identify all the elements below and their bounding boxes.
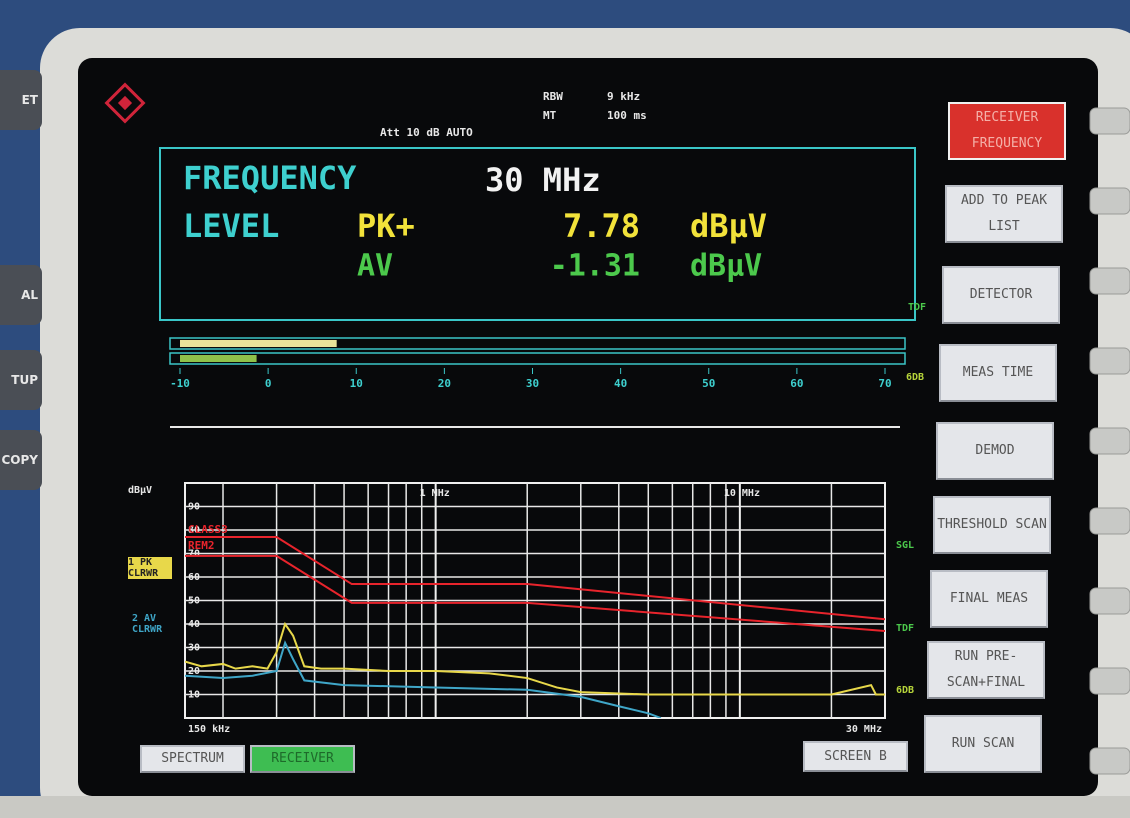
- bottom-button[interactable]: SPECTRUM: [140, 745, 245, 773]
- softkey[interactable]: THRESHOLD SCAN: [933, 496, 1051, 554]
- limit-label: CLASS3: [188, 523, 228, 536]
- bar-tick-label: -10: [170, 377, 190, 390]
- mt-label: MT: [543, 109, 557, 122]
- bar-tick-label: 60: [790, 377, 803, 390]
- bar-tick-label: 20: [438, 377, 451, 390]
- y-tick-label: 90: [188, 502, 200, 513]
- x-tick-label: 150 kHz: [188, 724, 230, 735]
- softkey[interactable]: DETECTOR: [942, 266, 1060, 324]
- bar-tick-label: 0: [265, 377, 272, 390]
- limit-label: REM2: [188, 539, 215, 552]
- hardkey[interactable]: COPY: [0, 430, 42, 490]
- trace-legend: 1 PK CLRWR: [128, 557, 172, 579]
- bezel-bottom: [0, 796, 1130, 818]
- frequency-label: FREQUENCY: [183, 159, 357, 197]
- hardkey[interactable]: TUP: [0, 350, 42, 410]
- bezel-key: [1090, 748, 1130, 774]
- bezel-key: [1090, 188, 1130, 214]
- softkey[interactable]: FINAL MEAS: [930, 570, 1048, 628]
- x-tick-label: 10 MHz: [724, 488, 760, 499]
- rbw-label: RBW: [543, 90, 563, 103]
- bar-tick-label: 50: [702, 377, 715, 390]
- level-value: 7.78: [563, 207, 640, 245]
- bezel-key: [1090, 108, 1130, 134]
- chart-side-label: SGL: [896, 540, 914, 551]
- softkey[interactable]: RUN PRE-SCAN+FINAL: [927, 641, 1045, 699]
- level-bar: [180, 355, 257, 362]
- rbw-value: 9 kHz: [607, 90, 640, 103]
- softkey[interactable]: MEAS TIME: [939, 344, 1057, 402]
- bezel-key: [1090, 508, 1130, 534]
- bar-tick-label: 40: [614, 377, 627, 390]
- bottom-button[interactable]: SCREEN B: [803, 741, 908, 772]
- bar-side-label: TDF: [908, 302, 926, 313]
- x-tick-label: 30 MHz: [846, 724, 882, 735]
- hardkey[interactable]: AL: [0, 265, 42, 325]
- trace-legend: 2 AV CLRWR: [132, 613, 176, 635]
- y-axis-unit: dBµV: [128, 485, 152, 496]
- y-tick-label: 30: [188, 643, 200, 654]
- y-tick-label: 50: [188, 596, 200, 607]
- level-unit: dBµV: [690, 207, 767, 245]
- level-label: LEVEL: [183, 207, 279, 245]
- mt-value: 100 ms: [607, 109, 647, 122]
- softkey[interactable]: RECEIVER FREQUENCY: [948, 102, 1066, 160]
- bezel-key: [1090, 268, 1130, 294]
- bottom-button[interactable]: RECEIVER: [250, 745, 355, 773]
- level-unit: dBµV: [690, 249, 762, 284]
- instrument-screen: RBW 9 kHz MT 100 ms Att 10 dB AUTO FREQU…: [0, 0, 1130, 818]
- frequency-value: 30 MHz: [485, 161, 601, 199]
- bezel-key: [1090, 348, 1130, 374]
- softkey[interactable]: DEMOD: [936, 422, 1054, 480]
- level-bar: [180, 340, 337, 347]
- level-value: -1.31: [550, 249, 640, 284]
- x-tick-label: 1 MHz: [420, 488, 450, 499]
- bar-side-label: 6DB: [906, 372, 924, 383]
- bar-tick-label: 10: [350, 377, 363, 390]
- chart-side-label: TDF: [896, 623, 914, 634]
- detector: AV: [357, 249, 393, 284]
- softkey[interactable]: ADD TO PEAK LIST: [945, 185, 1063, 243]
- bezel-key: [1090, 428, 1130, 454]
- y-tick-label: 10: [188, 690, 200, 701]
- chart-side-label: 6DB: [896, 685, 914, 696]
- bar-tick-label: 70: [878, 377, 891, 390]
- detector: PK+: [357, 207, 415, 245]
- softkey[interactable]: RUN SCAN: [924, 715, 1042, 773]
- bezel-key: [1090, 588, 1130, 614]
- bezel-key: [1090, 668, 1130, 694]
- attenuation: Att 10 dB AUTO: [380, 126, 473, 139]
- hardkey[interactable]: ET: [0, 70, 42, 130]
- bar-tick-label: 30: [526, 377, 539, 390]
- y-tick-label: 40: [188, 619, 200, 630]
- y-tick-label: 60: [188, 572, 200, 583]
